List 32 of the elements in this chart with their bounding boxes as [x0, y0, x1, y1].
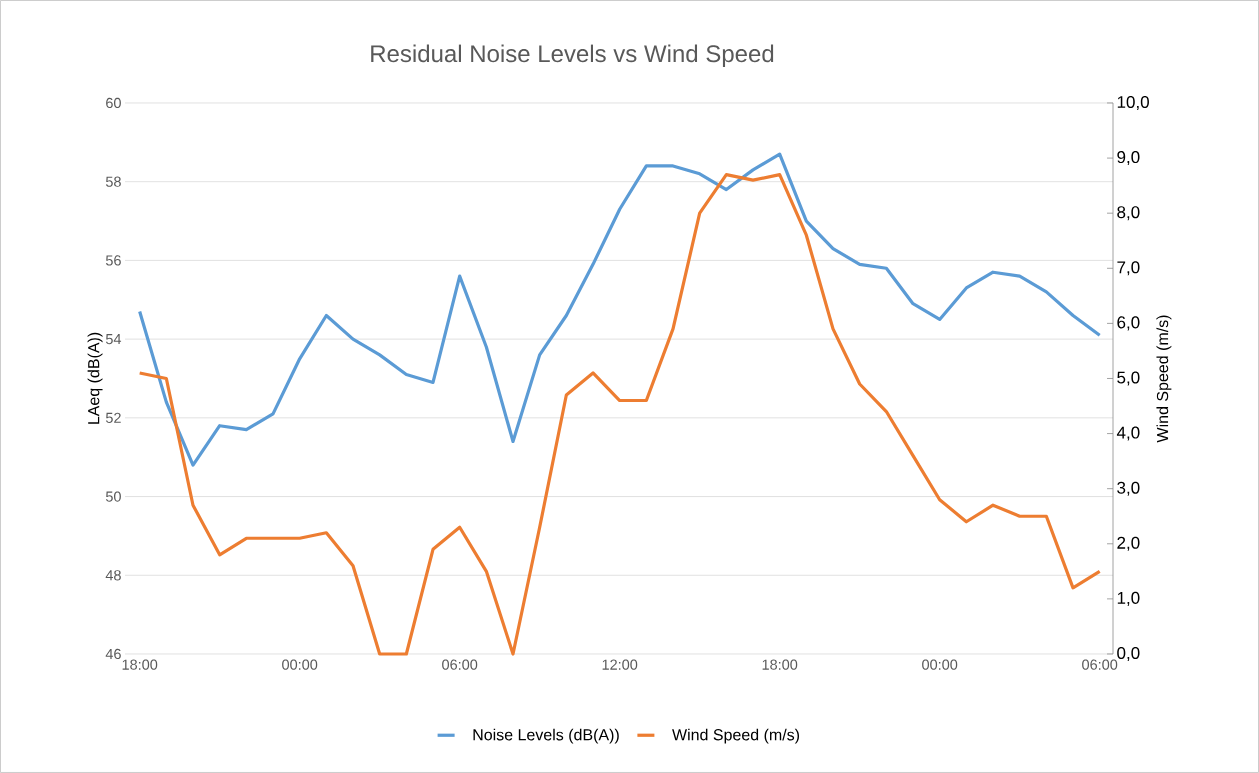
legend-label: Noise Levels (dB(A)) — [473, 728, 619, 744]
y-tick-label: 50 — [105, 491, 121, 502]
line-series — [138, 152, 1102, 467]
y2-tick-label: 10,0 — [1117, 95, 1149, 110]
y-tick-label: 58 — [105, 176, 121, 187]
x-tick-label: 12:00 — [602, 659, 638, 670]
y2-tick-label: 2,0 — [1117, 536, 1140, 551]
y2-axis-title: Wind Speed (m/s) — [1156, 315, 1172, 443]
y-tick-label: 52 — [105, 412, 121, 423]
x-tick-label: 06:00 — [442, 659, 478, 670]
y2-tick-label: 5,0 — [1117, 371, 1140, 386]
y-tick-label: 60 — [106, 97, 121, 109]
x-tick-label: 06:00 — [1082, 659, 1118, 670]
y2-tick-label: 4,0 — [1116, 426, 1140, 441]
y-tick-label: 46 — [105, 648, 121, 660]
chart-title: Residual Noise Levels vs Wind Speed — [371, 44, 774, 67]
y-tick-label: 48 — [105, 570, 121, 581]
y-tick-label: 54 — [105, 334, 122, 345]
y2-tick-label: 3,0 — [1117, 481, 1140, 496]
y2-tick-label: 7,0 — [1117, 261, 1140, 276]
y2-tick-label: 0,0 — [1117, 646, 1140, 661]
x-tick-label: 00:00 — [282, 659, 318, 670]
y-axis-title: LAeq (dB(A)) — [87, 332, 103, 424]
y2-tick-label: 8,0 — [1117, 206, 1140, 221]
x-tick-label: 18:00 — [122, 659, 158, 670]
y2-tick-label: 1,0 — [1117, 591, 1140, 606]
x-tick-label: 18:00 — [762, 659, 798, 670]
y2-tick-label: 9,0 — [1117, 151, 1140, 166]
x-tick-label: 00:00 — [922, 659, 958, 670]
y-tick-label: 56 — [105, 255, 121, 266]
y2-tick-label: 6,0 — [1117, 316, 1140, 331]
legend-label: Wind Speed (m/s) — [672, 728, 800, 744]
